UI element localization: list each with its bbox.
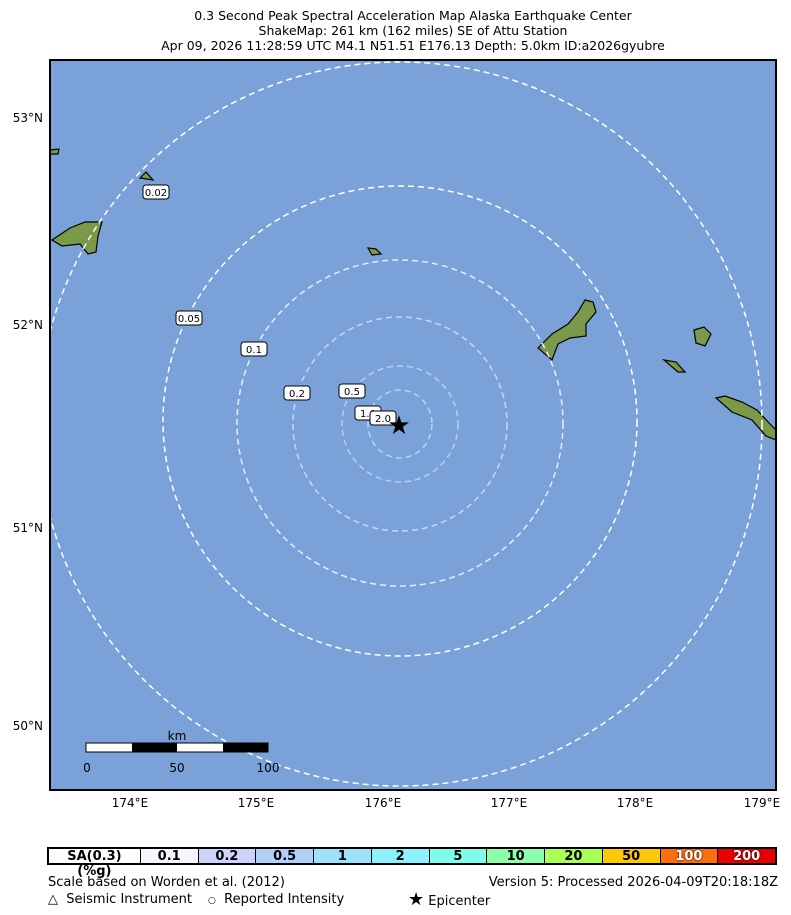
lat-label: 53°N <box>13 111 43 125</box>
contour-0.05 <box>50 61 763 787</box>
seismic-instrument-label: Seismic Instrument <box>66 892 192 907</box>
lon-label: 175°E <box>238 796 275 810</box>
contour-label: 0.2 <box>283 385 311 401</box>
contour-label-text: 0.5 <box>344 387 360 398</box>
legend-header: SA(0.3) (%g) <box>49 849 140 879</box>
legend-bin: 0.2 <box>197 849 256 864</box>
island-small <box>138 171 155 181</box>
contour-label: 0.05 <box>175 310 203 326</box>
scalebar-unit: km <box>168 729 187 743</box>
legend-bin: 5 <box>428 849 487 864</box>
circle-icon: ○ <box>208 896 216 906</box>
legend-bin: 20 <box>544 849 602 864</box>
version-info: Version 5: Processed 2026-04-09T20:18:18… <box>488 875 778 890</box>
contour-label: 2.0 <box>369 410 397 426</box>
title-line-2: ShakeMap: 261 km (162 miles) SE of Attu … <box>258 23 568 38</box>
lat-label: 52°N <box>13 318 43 332</box>
contour-label-text: 0.05 <box>178 314 200 325</box>
contour-label-text: 2.0 <box>375 414 391 425</box>
title-line-1: 0.3 Second Peak Spectral Acceleration Ma… <box>194 8 632 23</box>
legend-bin: 0.1 <box>139 849 198 864</box>
title-line-3: Apr 09, 2026 11:28:59 UTC M4.1 N51.51 E1… <box>161 38 665 53</box>
island-amchitka <box>714 395 776 441</box>
legend-bin: 100 <box>659 849 718 864</box>
contour-0.2 <box>236 259 564 587</box>
star-icon: ★ <box>408 889 425 910</box>
scale-note: Scale based on Worden et al. (2012) <box>48 875 285 890</box>
contour-2.0 <box>367 389 433 459</box>
epicenter-label: Epicenter <box>428 894 491 909</box>
contour-label: 0.1 <box>240 341 268 357</box>
lat-label: 50°N <box>13 719 43 733</box>
map: 0.02 0.05 0.1 0.2 0.51.0 2.0 ★ 174°E 175°E 176°… <box>13 59 781 810</box>
legend-bin: 50 <box>601 849 660 864</box>
contour-label-text: 1.0 <box>360 409 376 420</box>
island-small <box>693 326 712 347</box>
island-small <box>366 247 383 256</box>
lon-label: 176°E <box>365 796 402 810</box>
lon-label: 177°E <box>491 796 528 810</box>
legend-bin: 10 <box>486 849 545 864</box>
scalebar-tick: 0 <box>83 761 91 775</box>
contour-label: 0.5 <box>338 383 366 399</box>
reported-intensity-label: Reported Intensity <box>224 892 345 907</box>
island-attu <box>50 221 103 255</box>
lon-label: 178°E <box>617 796 654 810</box>
contour-1.0 <box>341 365 459 483</box>
contour-label-text: 0.2 <box>289 389 305 400</box>
island-small <box>50 148 60 155</box>
legend-bin: 0.5 <box>255 849 314 864</box>
island-small <box>661 359 687 373</box>
epicenter-star-icon: ★ <box>387 411 410 441</box>
lat-label: 51°N <box>13 521 43 535</box>
scalebar-tick: 50 <box>169 761 184 775</box>
lon-label: 174°E <box>112 796 149 810</box>
ocean <box>50 60 776 790</box>
triangle-icon: △ <box>48 892 58 907</box>
map-frame <box>49 59 777 791</box>
scalebar: km 0 50 100 <box>83 729 279 775</box>
contour-label: 0.02 <box>142 184 170 200</box>
legend-bin: 2 <box>370 849 429 864</box>
scalebar-tick: 100 <box>257 761 280 775</box>
legend-bin: 1 <box>313 849 371 864</box>
contour-0.1 <box>162 185 638 657</box>
contour-label-text: 0.02 <box>145 188 167 199</box>
intensity-legend: SA(0.3) (%g) 0.1 0.2 0.5 1 2 5 10 20 50 100 200 <box>47 847 777 879</box>
legend-bin: 200 <box>717 849 776 864</box>
lon-label: 179°E <box>744 796 781 810</box>
contour-0.5 <box>292 316 508 532</box>
island-kiska <box>537 299 597 362</box>
contour-label-text: 0.1 <box>246 345 262 356</box>
